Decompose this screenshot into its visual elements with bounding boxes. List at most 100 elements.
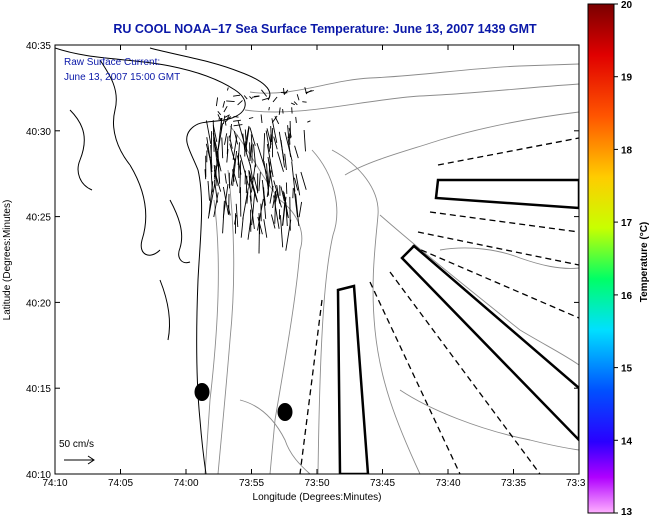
- current-vector: [213, 169, 222, 192]
- current-vector: [212, 125, 218, 142]
- current-vector: [295, 116, 297, 123]
- y-tick-label: 40:20: [26, 298, 51, 309]
- current-vector: [249, 127, 256, 146]
- x-tick-label: 74:10: [42, 478, 67, 489]
- current-vector: [250, 134, 253, 153]
- figure-title: RU COOL NOAA–17 Sea Surface Temperature:…: [113, 22, 537, 36]
- current-vector: [226, 116, 230, 120]
- current-vector: [293, 188, 298, 218]
- x-tick-label: 74:05: [108, 478, 133, 489]
- colorbar-tick-label: 19: [621, 73, 633, 84]
- colorbar-gradient: [587, 3, 615, 514]
- x-tick-label: 74:00: [173, 478, 198, 489]
- current-vector: [248, 175, 258, 203]
- current-vector: [204, 169, 207, 180]
- colorbar-tick-label: 17: [621, 218, 633, 229]
- current-vector: [266, 163, 270, 196]
- current-vector: [205, 120, 212, 144]
- current-vector: [261, 97, 270, 101]
- current-vector: [287, 125, 290, 139]
- surface-current-vectors: [204, 87, 314, 254]
- current-vector: [237, 100, 243, 106]
- x-tick-label: 73:50: [304, 478, 329, 489]
- current-vector: [258, 172, 261, 192]
- current-vector: [303, 129, 306, 152]
- y-tick-labels: 40:35 40:30 40:25 40:20 40:15 40:10: [26, 41, 51, 481]
- survey-boxes: [336, 178, 579, 474]
- current-vector: [212, 132, 218, 151]
- current-vector: [213, 192, 219, 218]
- current-vector: [233, 119, 241, 122]
- current-vector: [300, 171, 307, 190]
- current-vector: [248, 117, 254, 120]
- x-axis-label: Longitude (Degrees:Minutes): [253, 492, 382, 503]
- current-vector: [279, 215, 284, 248]
- current-vector: [249, 164, 254, 180]
- current-vector: [272, 190, 277, 208]
- current-vector: [229, 124, 232, 142]
- current-vector: [226, 87, 229, 91]
- x-tick-label: 73:45: [370, 478, 395, 489]
- current-vector: [284, 153, 287, 171]
- current-vector: [221, 137, 224, 159]
- current-vector: [240, 217, 244, 238]
- y-tick-label: 40:25: [26, 213, 51, 224]
- current-vector: [293, 177, 299, 191]
- current-vector: [207, 180, 210, 201]
- current-vector: [243, 95, 248, 100]
- current-vector: [244, 147, 252, 167]
- current-vector: [257, 198, 264, 231]
- current-vector: [246, 191, 249, 204]
- current-vector: [233, 130, 239, 145]
- current-vector: [222, 200, 225, 234]
- current-vector: [263, 133, 266, 162]
- current-vector: [257, 216, 263, 235]
- current-vector: [224, 116, 232, 123]
- current-annotation-line1: Raw Surface Current:: [64, 57, 160, 68]
- current-vector: [298, 201, 303, 218]
- current-vector: [278, 107, 281, 115]
- x-tick-labels: 74:10 74:05 74:00 73:55 73:50 73:45 73:4…: [42, 478, 585, 489]
- current-vector: [222, 115, 226, 125]
- x-tick-label: 73:35: [501, 478, 526, 489]
- current-vector: [245, 141, 248, 153]
- current-vector: [215, 97, 219, 107]
- current-vector: [288, 127, 292, 138]
- current-vector: [251, 191, 256, 226]
- current-annotation-line2: June 13, 2007 15:00 GMT: [64, 72, 180, 83]
- current-vector: [233, 94, 241, 97]
- current-vector: [307, 120, 311, 123]
- current-vector: [217, 111, 222, 116]
- current-vector: [214, 179, 218, 203]
- current-vector: [224, 133, 228, 145]
- current-vector: [224, 114, 230, 118]
- current-vector: [273, 195, 280, 229]
- colorbar: 20 19 18 17 16 15 14 13 Temperature (°C): [587, 0, 650, 518]
- current-vector: [294, 145, 299, 159]
- current-vector: [223, 105, 228, 113]
- current-vector: [265, 130, 271, 152]
- current-vector: [256, 142, 268, 174]
- current-vector: [229, 143, 236, 161]
- current-vector: [305, 90, 314, 94]
- colorbar-ticks: [614, 3, 618, 514]
- x-tick-label: 73:55: [239, 478, 264, 489]
- current-vector: [239, 160, 242, 194]
- current-vector: [235, 203, 239, 228]
- current-vector: [296, 94, 300, 101]
- current-vector: [270, 125, 272, 143]
- current-vector: [237, 153, 240, 179]
- current-vector: [249, 195, 255, 229]
- current-vector: [283, 88, 285, 95]
- current-vector: [258, 221, 260, 254]
- current-vector: [289, 196, 291, 231]
- current-vector: [293, 101, 298, 106]
- current-vector: [262, 185, 267, 219]
- colorbar-tick-label: 15: [621, 364, 633, 375]
- current-vector: [217, 114, 222, 122]
- current-vector: [226, 100, 235, 103]
- y-axis-label: Latitude (Degrees:Minutes): [2, 200, 13, 321]
- plot-area: 50 cm/s Raw Surface Current: June 13, 20…: [55, 45, 579, 474]
- current-vector: [247, 219, 252, 240]
